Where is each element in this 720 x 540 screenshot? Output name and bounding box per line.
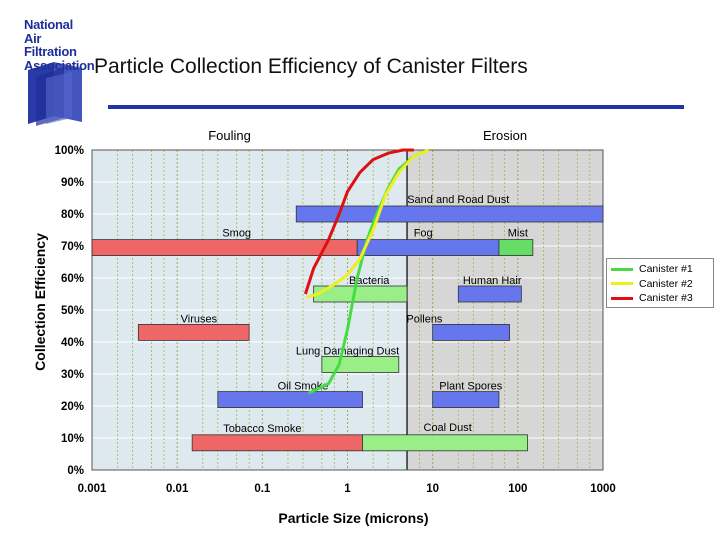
y-tick-label: 40% — [61, 337, 84, 349]
chart-legend: Canister #1 Canister #2 Canister #3 — [606, 258, 714, 308]
plot-border — [91, 149, 604, 471]
series-line — [306, 148, 430, 299]
range-label: Sand and Road Dust — [407, 194, 509, 206]
legend-swatch — [611, 282, 633, 286]
range-label: Tobacco Smoke — [223, 423, 301, 435]
range-label: Fog — [414, 228, 433, 240]
legend-swatch — [611, 296, 633, 300]
y-tick-label: 60% — [61, 273, 84, 285]
y-tick-label: 70% — [61, 241, 84, 253]
x-tick-label: 0.1 — [254, 483, 271, 495]
range-bar — [432, 323, 510, 341]
y-tick-label: 10% — [61, 433, 84, 445]
y-axis-title: Collection Efficiency — [32, 233, 48, 371]
range-bar — [356, 239, 500, 257]
legend-item: Canister #2 — [611, 277, 709, 292]
zone-label: Erosion — [483, 128, 527, 143]
nafa-logo: National Air Filtration Association — [24, 18, 96, 126]
range-bar — [432, 391, 500, 409]
y-tick-label: 80% — [61, 209, 84, 221]
y-tick-label: 90% — [61, 177, 84, 189]
y-tick-label: 20% — [61, 401, 84, 413]
series-line — [303, 148, 414, 295]
range-label: Smog — [222, 228, 251, 240]
x-tick-label: 100 — [508, 483, 527, 495]
title-rule — [108, 105, 684, 109]
legend-item: Canister #3 — [611, 291, 709, 306]
range-label: Bacteria — [349, 275, 390, 287]
x-axis-title: Particle Size (microns) — [278, 510, 428, 526]
legend-swatch — [611, 267, 633, 271]
logo-graphic — [28, 62, 82, 126]
range-label: Plant Spores — [439, 381, 502, 393]
range-label: Mist — [508, 228, 528, 240]
range-label: Lung Damaging Dust — [296, 345, 399, 357]
range-label: Viruses — [181, 313, 218, 325]
range-label: Pollens — [406, 313, 443, 325]
x-tick-label: 1 — [344, 483, 351, 495]
range-bar — [362, 434, 528, 452]
logo-text: National Air Filtration Association — [24, 17, 95, 73]
x-tick-label: 0.01 — [166, 483, 189, 495]
legend-label: Canister #1 — [639, 263, 693, 276]
legend-label: Canister #2 — [639, 277, 693, 290]
zone-label: Fouling — [208, 128, 251, 143]
range-label: Coal Dust — [424, 422, 472, 434]
range-bar — [457, 285, 522, 303]
range-bar — [191, 434, 363, 452]
y-tick-label: 0% — [67, 465, 84, 477]
x-tick-label: 1000 — [590, 483, 616, 495]
x-tick-label: 10 — [426, 483, 439, 495]
y-tick-label: 100% — [55, 145, 84, 157]
legend-label: Canister #3 — [639, 292, 693, 305]
range-bar — [498, 239, 534, 257]
x-tick-label: 0.001 — [78, 483, 107, 495]
page-title: Particle Collection Efficiency of Canist… — [94, 55, 528, 78]
y-tick-label: 30% — [61, 369, 84, 381]
y-tick-label: 50% — [61, 305, 84, 317]
range-label: Human Hair — [463, 275, 522, 287]
range-bar — [295, 205, 604, 223]
range-bar — [321, 355, 400, 373]
range-bar — [137, 323, 250, 341]
range-bar — [217, 391, 363, 409]
legend-item: Canister #1 — [611, 262, 709, 277]
range-bar — [91, 239, 358, 257]
